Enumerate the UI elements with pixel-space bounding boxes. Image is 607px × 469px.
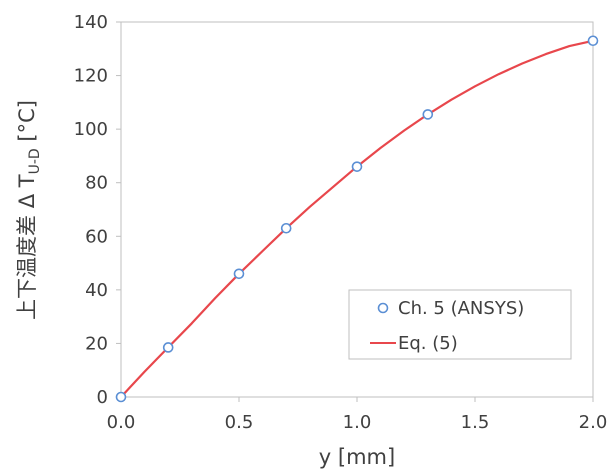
y-tick-label: 140 [74,12,108,33]
legend-marker-ansys [377,302,389,314]
data-point-ansys [233,268,245,280]
legend-box [348,289,572,360]
legend: Ch. 5 (ANSYS) Eq. (5) [348,289,572,360]
y-tick-label: 100 [74,119,108,140]
y-tick-label: 20 [85,333,108,354]
x-tick-label: 1.5 [461,412,490,433]
series-layer [115,35,599,403]
x-tick-label: 0.5 [225,412,254,433]
y-tick-label: 60 [85,226,108,247]
x-tick-label: 1.0 [343,412,372,433]
legend-label-ansys: Ch. 5 (ANSYS) [398,298,524,319]
y-tick-label: 120 [74,66,108,87]
y-tick-label: 40 [85,280,108,301]
y-axis-label-unit: [°C] [15,100,39,148]
data-point-ansys [587,35,599,47]
y-tick-label: 0 [97,387,108,408]
y-axis-label: 上下温度差 Δ TU-D [°C] [15,100,43,320]
data-point-ansys [351,161,363,172]
y-axis-label-main: 上下温度差 Δ T [15,174,39,320]
legend-label-eq5: Eq. (5) [398,333,458,354]
y-axis-label-subscript: U-D [27,148,43,174]
data-point-ansys [115,391,127,403]
tick-layer: 0.0 0.5 1.0 1.5 2.0 0 20 40 60 80 100 120 140 [74,12,607,433]
x-tick-label: 0.0 [107,412,136,433]
data-point-ansys [422,109,434,120]
y-tick-label: 80 [85,173,108,194]
data-point-ansys [280,222,292,234]
data-point-ansys [162,342,174,353]
x-tick-label: 2.0 [579,412,607,433]
x-axis-label: y [mm] [319,445,395,469]
